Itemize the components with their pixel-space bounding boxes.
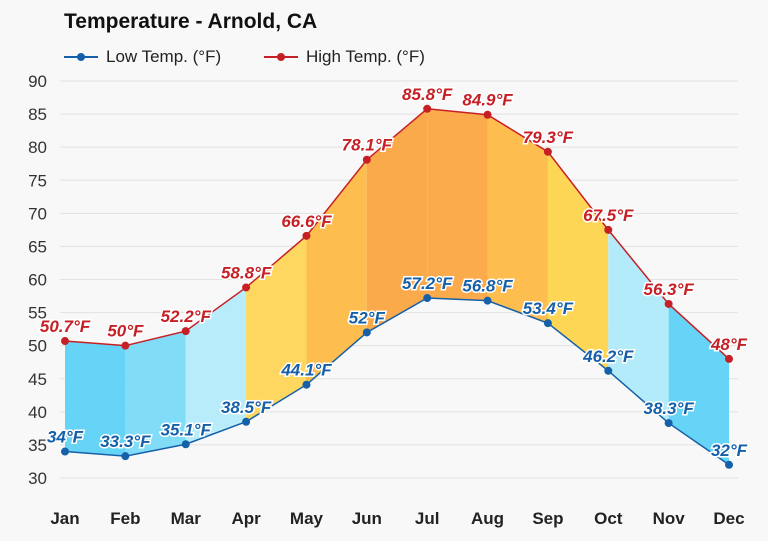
data-point	[543, 319, 552, 328]
data-label: 32°F	[711, 441, 748, 460]
x-tick-label: Jul	[415, 509, 440, 528]
legend-item-high[interactable]: High Temp. (°F)	[264, 47, 425, 67]
data-label: 58.8°F	[221, 263, 272, 282]
data-label: 38.3°F	[643, 399, 694, 418]
y-tick-label: 50	[28, 337, 47, 356]
data-point	[362, 328, 371, 337]
data-point	[725, 460, 733, 469]
range-fill-segment	[668, 303, 729, 465]
y-tick-label: 55	[28, 304, 47, 323]
x-tick-label: Sep	[532, 509, 563, 528]
data-label: 50°F	[107, 322, 144, 341]
data-label: 52°F	[349, 308, 386, 327]
series-line	[64, 297, 730, 466]
data-point	[664, 419, 673, 428]
data-label: 48°F	[710, 335, 748, 354]
data-label: 46.2°F	[582, 347, 634, 366]
range-fill-segment	[65, 341, 126, 457]
x-tick-label: Aug	[471, 509, 504, 528]
x-tick-label: May	[290, 509, 324, 528]
data-label: 85.8°F	[402, 85, 453, 104]
data-point	[242, 283, 251, 292]
y-tick-label: 70	[28, 204, 47, 223]
range-fill-segment	[185, 287, 247, 445]
y-tick-label: 35	[28, 436, 47, 455]
x-tick-label: Jun	[352, 509, 382, 528]
legend-low-label: Low Temp. (°F)	[106, 47, 222, 66]
data-point	[61, 447, 69, 456]
data-label: 52.2°F	[161, 307, 212, 326]
range-fill-segment	[366, 108, 428, 333]
series-line	[64, 108, 730, 360]
data-point	[423, 294, 432, 303]
data-point	[121, 341, 130, 350]
y-tick-label: 60	[28, 271, 47, 290]
x-tick-label: Oct	[594, 509, 623, 528]
x-tick-label: Apr	[231, 509, 261, 528]
data-label: 35.1°F	[161, 420, 212, 439]
range-fill-segment	[427, 108, 488, 301]
data-point	[483, 296, 492, 305]
x-tick-label: Feb	[110, 509, 140, 528]
y-tick-label: 40	[28, 403, 47, 422]
data-label: 67.5°F	[583, 206, 634, 225]
y-tick-label: 65	[28, 237, 47, 256]
y-tick-label: 75	[28, 171, 47, 190]
data-point	[302, 231, 311, 240]
legend-item-low[interactable]: Low Temp. (°F)	[64, 47, 221, 67]
x-tick-label: Jan	[50, 509, 79, 528]
y-tick-label: 45	[28, 370, 47, 389]
data-label: 44.1°F	[280, 361, 332, 380]
data-point	[242, 417, 251, 426]
data-point	[362, 155, 371, 164]
data-point	[181, 440, 190, 449]
range-fill-segment	[246, 235, 307, 422]
range-fill-segment	[547, 151, 609, 371]
data-label: 38.5°F	[221, 398, 272, 417]
chart-title: Temperature - Arnold, CA	[64, 10, 318, 33]
data-label: 84.9°F	[462, 91, 513, 110]
data-point	[604, 366, 613, 375]
x-tick-label: Nov	[653, 509, 686, 528]
y-tick-label: 85	[28, 105, 47, 124]
data-point	[181, 327, 190, 336]
y-tick-label: 80	[28, 138, 47, 157]
legend-low-marker-icon	[64, 53, 98, 61]
data-point	[725, 354, 733, 363]
data-point	[483, 110, 492, 119]
data-label: 53.4°F	[523, 299, 574, 318]
data-label: 78.1°F	[342, 136, 393, 155]
data-point	[543, 147, 552, 156]
data-point	[121, 452, 130, 461]
legend-high-label: High Temp. (°F)	[306, 47, 425, 66]
range-fill-segment	[125, 331, 186, 457]
range-fill-segment	[608, 229, 669, 424]
y-tick-label: 30	[28, 469, 47, 488]
data-point	[61, 337, 69, 346]
data-point	[423, 104, 432, 113]
data-label: 56.3°F	[643, 280, 694, 299]
data-label: 57.2°F	[402, 274, 453, 293]
data-point	[664, 299, 673, 308]
data-label: 34°F	[47, 428, 84, 447]
data-label: 50.7°F	[40, 317, 91, 336]
range-fill-segment	[487, 114, 548, 324]
y-tick-label: 90	[28, 72, 47, 91]
data-label: 33.3°F	[100, 432, 151, 451]
data-label: 79.3°F	[523, 128, 574, 147]
x-tick-label: Mar	[171, 509, 202, 528]
data-label: 56.8°F	[462, 277, 513, 296]
legend-high-marker-icon	[264, 53, 298, 61]
x-tick-label: Dec	[713, 509, 744, 528]
data-point	[302, 380, 311, 389]
data-label: 66.6°F	[281, 212, 332, 231]
range-fill-segment	[306, 159, 367, 385]
data-point	[604, 225, 613, 234]
